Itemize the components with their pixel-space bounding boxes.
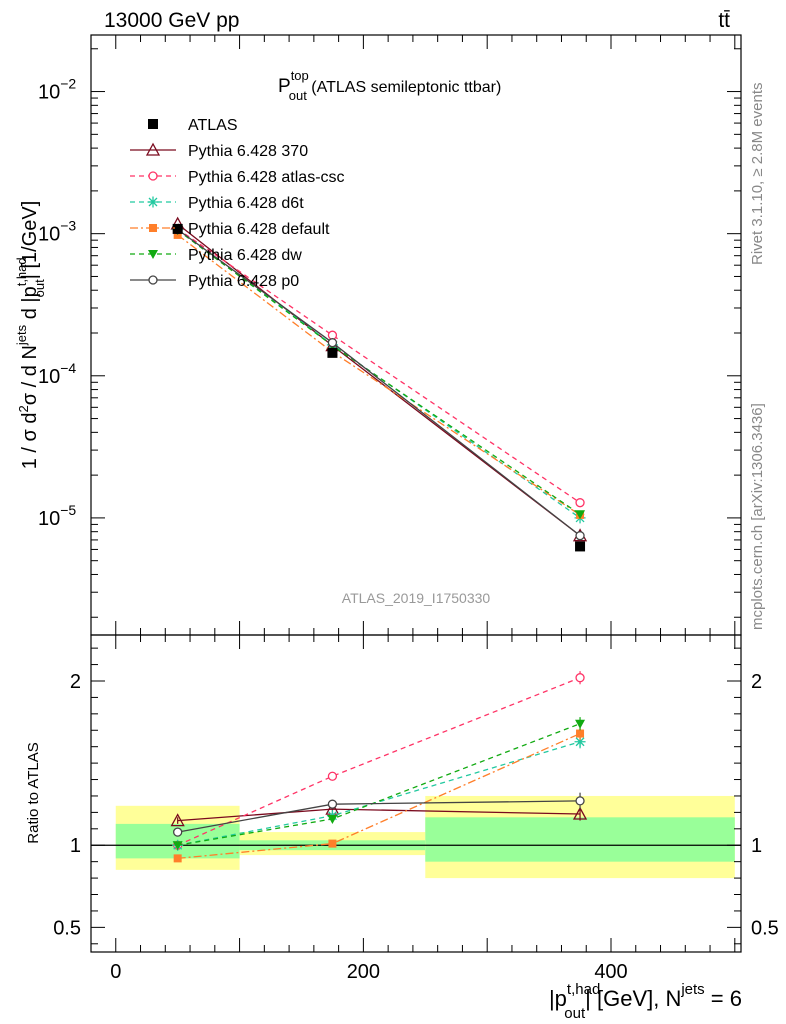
mcplots-label: mcplots.cern.ch [arXiv:1306.3436] xyxy=(749,403,766,630)
atlas-data-point xyxy=(172,223,183,234)
ratio-tick-label: 0.5 xyxy=(53,917,81,939)
plot-title-rest: (ATLAS semileptonic ttbar) xyxy=(307,79,501,96)
legend: ATLAS Pythia 6.428 370 Pythia 6.428 atlas-… xyxy=(130,117,345,290)
series-point-dw xyxy=(575,510,586,520)
y-tick-exponent: −5 xyxy=(60,502,76,518)
series-line-atlascsc xyxy=(177,228,581,504)
ratio-point-p0 xyxy=(173,827,183,837)
rivet-label: Rivet 3.1.10, ≥ 2.8M events xyxy=(749,83,766,266)
legend-marker-d6t xyxy=(147,196,159,208)
legend-marker-dw xyxy=(148,250,158,259)
legend-marker-p370 xyxy=(145,142,161,156)
atlas-data-point xyxy=(327,347,338,358)
ratio-tick-label-right: 2 xyxy=(751,671,762,693)
ratio-point-p0 xyxy=(575,796,585,806)
ratio-point-d6t xyxy=(574,736,586,748)
y-tick-label-main: 10−5 xyxy=(38,502,76,530)
series-point-atlascsc xyxy=(575,498,585,508)
legend-label-atlascsc: Pythia 6.428 atlas-csc xyxy=(188,169,345,186)
series-point-p0 xyxy=(327,338,338,348)
ratio-point-dw xyxy=(575,719,586,729)
y-tick-label-main: 10−3 xyxy=(38,218,76,246)
x-tick-label: 400 xyxy=(594,961,627,983)
axis-ticks: 10−5 10−4 10−3 10−2 0.5 0.5 1 1 2 2 0 200 400 xyxy=(38,35,779,983)
y-tick-exponent: −4 xyxy=(60,360,76,376)
header-left: 13000 GeV pp xyxy=(104,9,239,32)
ratio-point-p370 xyxy=(170,813,185,827)
ratio-point-atlascsc xyxy=(575,673,585,683)
ratio-point-default xyxy=(328,839,337,848)
ratio-tick-label: 2 xyxy=(70,671,81,693)
legend-label-default: Pythia 6.428 default xyxy=(188,221,330,238)
ratio-point-dw xyxy=(172,841,183,851)
ratio-tick-label-right: 0.5 xyxy=(751,917,779,939)
ylabel-ratio: Ratio to ATLAS xyxy=(25,742,42,843)
plot-title-sub: out xyxy=(289,88,307,103)
legend-marker-p0 xyxy=(148,275,158,285)
ratio-tick-label-right: 1 xyxy=(751,835,762,857)
legend-label-p370: Pythia 6.428 370 xyxy=(188,143,308,160)
header-right: tt̄ xyxy=(718,9,730,32)
y-tick-exponent: −3 xyxy=(60,218,76,234)
band-inner-2 xyxy=(425,817,735,862)
x-tick-label: 0 xyxy=(110,961,121,983)
ratio-point-atlascsc xyxy=(327,771,338,781)
series-point-p0 xyxy=(575,531,585,541)
uncertainty-bands xyxy=(91,795,741,879)
ratio-series-layer xyxy=(170,671,588,863)
plot-title-sup: top xyxy=(291,68,309,83)
legend-marker-atlascsc xyxy=(148,171,158,181)
ratio-point-p370 xyxy=(572,806,588,820)
y-tick-exponent: −2 xyxy=(60,76,76,92)
series-point-atlascsc xyxy=(327,330,338,340)
ratio-point-default xyxy=(576,729,585,738)
legend-marker-atlas xyxy=(148,119,158,129)
y-tick-label-main: 10−2 xyxy=(38,76,76,104)
y-tick-label-main: 10−4 xyxy=(38,360,76,388)
legend-label-p0: Pythia 6.428 p0 xyxy=(188,273,299,290)
xlabel: |pt,had out| [GeV], Njets = 6 xyxy=(549,981,742,1022)
watermark: ATLAS_2019_I1750330 xyxy=(342,590,491,606)
x-tick-label: 200 xyxy=(347,961,380,983)
ratio-point-default xyxy=(173,854,182,863)
main-series-layer xyxy=(170,216,588,552)
ratio-tick-label: 1 xyxy=(70,835,81,857)
ratio-panel-frame xyxy=(90,634,742,953)
plot-title: Ptop out (ATLAS semileptonic ttbar) xyxy=(278,68,501,103)
ratio-point-p0 xyxy=(327,799,338,809)
legend-marker-default xyxy=(149,224,157,232)
plot-title-main: P xyxy=(278,76,291,97)
atlas-data-point xyxy=(575,541,586,552)
legend-label-dw: Pythia 6.428 dw xyxy=(188,247,302,264)
ratio-point-dw xyxy=(327,814,338,824)
legend-label-atlas: ATLAS xyxy=(188,117,238,134)
legend-label-d6t: Pythia 6.428 d6t xyxy=(188,195,304,212)
